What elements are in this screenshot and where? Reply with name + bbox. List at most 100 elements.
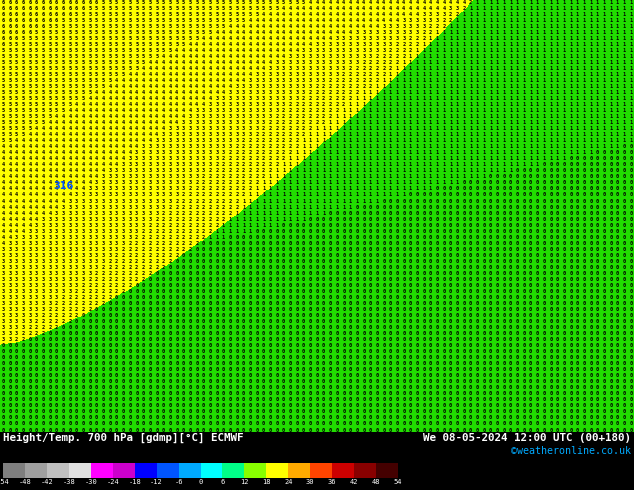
Text: 1: 1 [562,78,566,83]
Text: 0: 0 [175,343,178,348]
Text: 1: 1 [515,36,519,41]
Text: 0: 0 [429,259,432,264]
Text: 0: 0 [335,379,339,384]
Text: 0: 0 [436,259,439,264]
Text: 1: 1 [389,174,392,179]
Text: 1: 1 [562,24,566,29]
Text: 0: 0 [596,307,599,312]
Text: 3: 3 [55,222,58,228]
Text: 1: 1 [502,138,505,143]
Text: 1: 1 [596,138,599,143]
Text: 4: 4 [55,162,58,168]
Text: 0: 0 [88,416,91,420]
Text: 2: 2 [242,150,245,155]
Text: 4: 4 [8,162,11,168]
Text: 3: 3 [29,253,32,258]
Text: 0: 0 [322,397,325,402]
Text: 1: 1 [509,102,512,107]
Text: 3: 3 [115,211,119,216]
Text: 0: 0 [369,241,372,245]
Text: 0: 0 [562,217,566,221]
Text: 1: 1 [562,102,566,107]
Text: 1: 1 [536,0,539,5]
Text: 0: 0 [476,373,479,378]
Text: 0: 0 [288,337,292,342]
Text: 4: 4 [122,114,125,119]
Text: 1: 1 [596,78,599,83]
Text: 1: 1 [469,132,472,137]
Text: 0: 0 [48,368,51,372]
Text: 0: 0 [543,307,546,312]
Text: 2: 2 [222,211,225,216]
Text: 3: 3 [35,222,38,228]
Text: 4: 4 [95,162,98,168]
Text: 3: 3 [182,132,185,137]
Bar [310,463,332,478]
Text: 2: 2 [122,253,125,258]
Text: 0: 0 [549,289,552,294]
Text: 0: 0 [556,392,559,396]
Text: 0: 0 [515,277,519,282]
Text: 2: 2 [229,169,232,173]
Text: 0: 0 [249,235,252,240]
Text: 3: 3 [8,241,11,245]
Text: 0: 0 [288,325,292,330]
Text: 1: 1 [522,84,526,89]
Text: 0: 0 [155,313,158,318]
Text: 0: 0 [309,331,312,336]
Text: 1: 1 [462,120,465,125]
Text: 1: 1 [235,222,238,228]
Text: 0: 0 [549,307,552,312]
Text: 1: 1 [596,0,599,5]
Text: 0: 0 [202,421,205,426]
Text: 0: 0 [623,397,626,402]
Text: 0: 0 [536,289,539,294]
Text: 0: 0 [302,241,305,245]
Text: 4: 4 [202,96,205,101]
Text: 3: 3 [356,36,359,41]
Text: 2: 2 [162,253,165,258]
Text: 3: 3 [22,301,25,306]
Text: 1: 1 [422,48,425,53]
Text: 3: 3 [222,126,225,131]
Text: 1: 1 [549,138,552,143]
Text: 0: 0 [335,241,339,245]
Text: 1: 1 [489,72,492,77]
Text: 1: 1 [476,120,479,125]
Text: 0: 0 [342,355,346,360]
Text: 1: 1 [476,72,479,77]
Text: 0: 0 [195,343,198,348]
Text: 0: 0 [202,247,205,252]
Text: 0: 0 [135,392,138,396]
Text: 1: 1 [375,187,378,192]
Text: 1: 1 [556,126,559,131]
Text: 0: 0 [382,283,385,288]
Text: 0: 0 [362,421,365,426]
Text: 0: 0 [316,313,318,318]
Text: 5: 5 [75,54,78,59]
Text: 0: 0 [202,265,205,270]
Text: 1: 1 [362,132,365,137]
Text: 0: 0 [482,373,486,378]
Text: 1: 1 [515,54,519,59]
Text: 0: 0 [449,211,452,216]
Text: 0: 0 [295,410,299,415]
Text: 1: 1 [630,138,632,143]
Text: 4: 4 [122,78,125,83]
Text: 0: 0 [309,427,312,433]
Text: 2: 2 [369,84,372,89]
Text: 6: 6 [15,6,18,11]
Text: 3: 3 [342,66,346,71]
Text: 3: 3 [122,193,125,197]
Text: 0: 0 [616,403,619,408]
Text: 2: 2 [182,211,185,216]
Text: 5: 5 [88,42,91,47]
Text: 1: 1 [596,30,599,35]
Text: 1: 1 [616,24,619,29]
Text: 4: 4 [142,66,145,71]
Text: 1: 1 [529,36,532,41]
Text: 2: 2 [469,0,472,5]
Text: 0: 0 [142,331,145,336]
Text: 4: 4 [48,204,51,210]
Text: 4: 4 [282,24,285,29]
